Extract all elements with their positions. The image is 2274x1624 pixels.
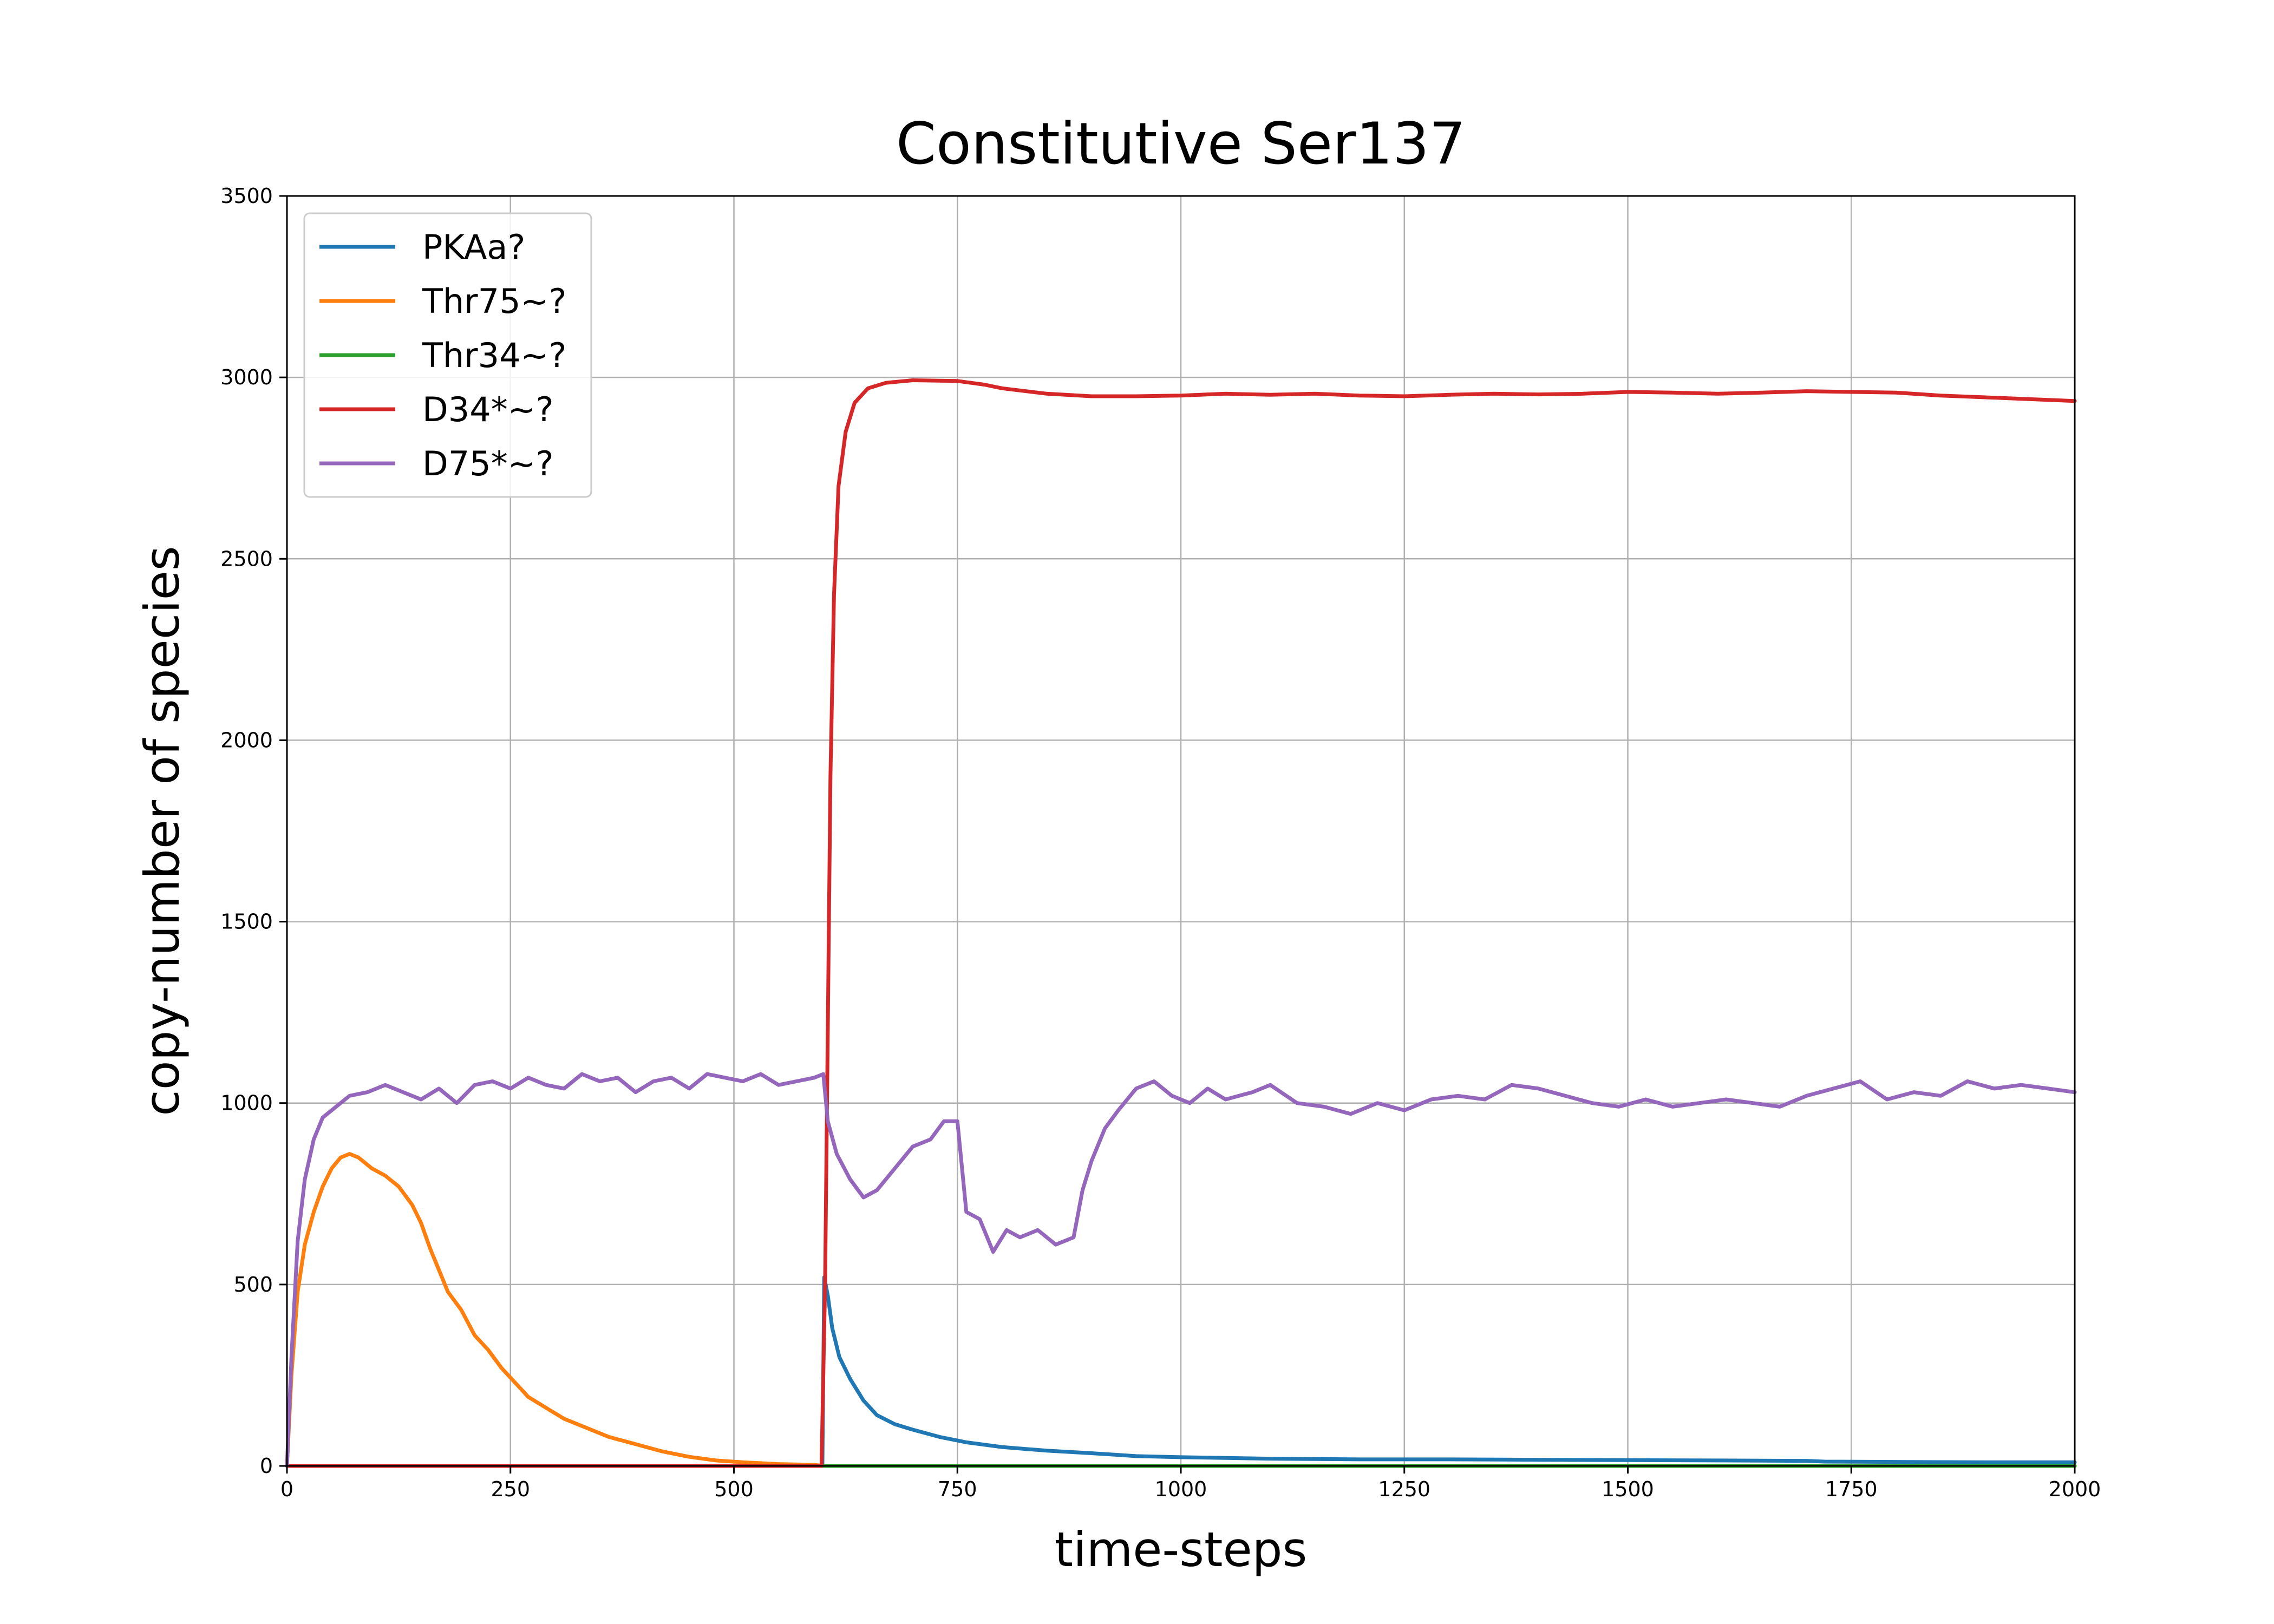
legend: PKAa? Thr75~? Thr34~? D34*~? D75*~? [303, 212, 592, 498]
y-tick-label: 3500 [220, 184, 273, 208]
series-line-d34 [285, 378, 2077, 1468]
series-line-pkaa [285, 1275, 2077, 1468]
x-tick-label: 500 [714, 1477, 754, 1501]
y-tick-label: 2000 [220, 728, 273, 752]
series-line-d75 [285, 1072, 2077, 1468]
legend-label: D34*~? [422, 390, 554, 429]
x-tick-label: 250 [491, 1477, 530, 1501]
x-tick-label: 1000 [1155, 1477, 1207, 1501]
y-tick-label: 500 [233, 1273, 273, 1296]
legend-label: Thr34~? [422, 336, 566, 375]
y-tick-label: 1500 [220, 910, 273, 934]
x-tick-label: 1250 [1378, 1477, 1430, 1501]
x-tick-label: 1750 [1825, 1477, 1878, 1501]
legend-label: D75*~? [422, 444, 554, 483]
y-tick-label: 3000 [220, 365, 273, 389]
y-tick-label: 2500 [220, 547, 273, 571]
x-tick-label: 2000 [2049, 1477, 2101, 1501]
legend-label: PKAa? [422, 227, 525, 267]
legend-box [303, 212, 592, 498]
y-tick-label: 0 [260, 1454, 273, 1478]
chart-title: Constitutive Ser137 [896, 110, 1466, 177]
y-tick-label: 1000 [220, 1091, 273, 1115]
y-axis-title: copy-number of species [134, 546, 190, 1116]
series-line-thr75 [285, 1152, 2077, 1468]
x-axis-title: time-steps [1055, 1522, 1308, 1577]
x-tick-label: 750 [938, 1477, 977, 1501]
x-tick-label: 0 [280, 1477, 293, 1501]
x-tick-label: 1500 [1602, 1477, 1654, 1501]
axis-ticks: 0 250 500 750 1000 1250 1500 1750 2000 0 500 1000 15… [220, 184, 2101, 1501]
legend-label: Thr75~? [422, 281, 566, 321]
